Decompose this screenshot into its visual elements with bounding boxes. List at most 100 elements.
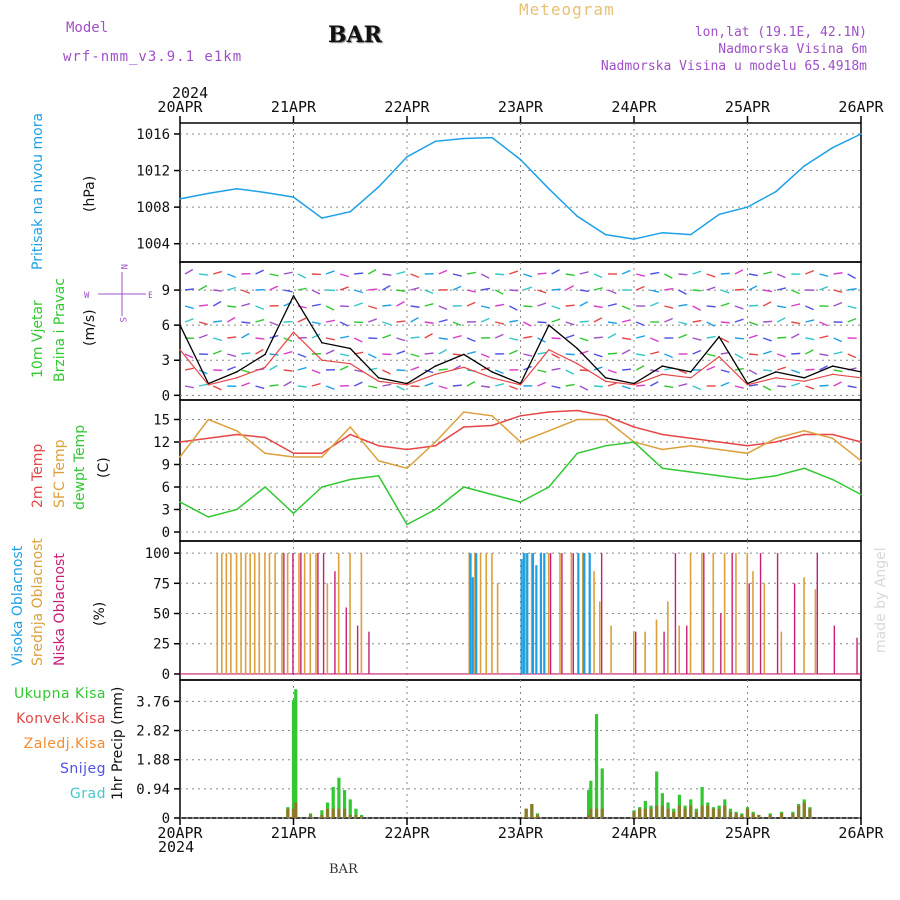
wind-arrow [664, 287, 674, 291]
wind-gust-series-point [179, 348, 181, 351]
wind-arrow [255, 385, 265, 390]
precip-total-bar [320, 810, 324, 818]
wind-arrow [523, 305, 533, 308]
wind-arrow [227, 366, 236, 371]
wind-arrow [509, 385, 518, 391]
wind-arrow [833, 369, 843, 373]
wind-speed-series-point [179, 324, 181, 326]
temp-2m-series-point [292, 452, 295, 455]
temp-dewpt-series-point [179, 501, 181, 503]
wind-speed-series-point [321, 341, 323, 344]
wind-arrow [382, 334, 392, 339]
pressure-series-point [406, 156, 408, 158]
model-name: wrf-nmm_v3.9.1 e1km [63, 49, 243, 65]
cloud-mid-bar [678, 625, 680, 674]
wind-arrow [790, 333, 800, 339]
cloud-high-bar [475, 553, 478, 674]
wind-arrow [621, 385, 631, 390]
wind-gust-series-point [604, 380, 607, 383]
wind-speed-series-point [292, 295, 295, 297]
temp-dewpt-series-point [434, 508, 437, 511]
cloud-mid-bar [712, 553, 715, 674]
wind-arrow [325, 385, 335, 390]
cloud-high-bar [520, 559, 523, 674]
wind-arrow [537, 381, 547, 387]
pressure-series-point [718, 213, 720, 216]
wind-gust-series-point [207, 383, 210, 386]
temp-dewpt-series-point [207, 516, 210, 518]
wind-arrow [636, 353, 646, 357]
wind-gust-series-point [548, 348, 550, 351]
wind-arrow [438, 368, 448, 371]
temp-2m-series-point [803, 433, 806, 436]
wind-arrow [805, 368, 815, 371]
temp-2m-series-point [235, 433, 238, 436]
wind-arrow [367, 269, 377, 275]
wind-arrow [791, 321, 801, 325]
wind-arrow [367, 353, 377, 359]
pressure-series-point [264, 191, 266, 194]
temp-2m-series-point [548, 411, 550, 413]
wind-arrow [523, 353, 533, 357]
wind-arrow [593, 366, 603, 371]
wind-arrow [720, 289, 730, 294]
pressure-series-point [576, 215, 579, 218]
wind-arrow [297, 273, 307, 279]
cloud-low-bar [368, 631, 370, 674]
precip-conv-bar [796, 805, 801, 818]
precip-conv-bar [308, 814, 313, 818]
cloud-mid-bar [337, 553, 340, 674]
temp-2m-series-point [633, 426, 635, 428]
temp-sfc-series-point [491, 414, 493, 417]
cloud-mid-bar [244, 553, 247, 674]
wind-speed-series-point [604, 376, 607, 379]
temp-sfc-series-point [718, 448, 720, 451]
precip-conv-bar [535, 814, 540, 818]
wind-arrow [565, 369, 575, 375]
x-label-bottom: 23APR [498, 824, 544, 842]
wind-arrow [255, 348, 264, 355]
wind-arrow [452, 321, 462, 327]
wind-arrow [636, 335, 646, 339]
wind-arrow [734, 385, 744, 389]
precip-ytick-label: 0.94 [136, 782, 170, 798]
wind-speed-series-point [576, 347, 579, 350]
wind-arrow [551, 305, 561, 310]
wind-arrow [410, 305, 420, 308]
wind-arrow [607, 382, 617, 387]
temp-2m-series-point [349, 433, 352, 436]
cloud-mid-bar [349, 553, 351, 674]
wind-arrow [509, 270, 519, 275]
temp-ytick-label: 15 [153, 413, 170, 429]
wind-arrow [438, 305, 448, 311]
wind-arrow [847, 288, 857, 291]
temp-2m-series-point [491, 424, 493, 427]
wind-arrow [551, 353, 560, 359]
temp-dewpt-series-point [576, 452, 579, 455]
wind-arrow [241, 289, 251, 294]
wind-arrow [833, 351, 843, 355]
precip-conv-bar [740, 814, 744, 818]
temp-ytick-label: 9 [162, 458, 170, 474]
wind-arrow [833, 301, 843, 307]
cloud-high-bar [535, 565, 538, 674]
wind-arrow [847, 317, 857, 323]
wind-arrow [255, 337, 265, 340]
cloud-low-bar [300, 553, 302, 674]
wind-arrow [410, 353, 420, 358]
wind-arrow [325, 337, 335, 341]
wind-gust-series-point [746, 383, 749, 386]
temp-sfc-series-point [775, 437, 777, 440]
wind-arrow [241, 332, 250, 339]
temp-2m-series-point [207, 437, 210, 440]
precip-conv-bar [632, 811, 636, 818]
wind-arrow [635, 365, 645, 371]
wind-arrow [833, 272, 843, 275]
cloud-mid-bar [303, 553, 306, 674]
x-label-top: 22APR [384, 98, 430, 116]
wind-arrow [706, 273, 716, 278]
cloud-mid-bar [723, 553, 726, 674]
wind-arrow [283, 380, 292, 387]
wind-arrow [424, 352, 434, 355]
wind-arrow [748, 304, 759, 307]
